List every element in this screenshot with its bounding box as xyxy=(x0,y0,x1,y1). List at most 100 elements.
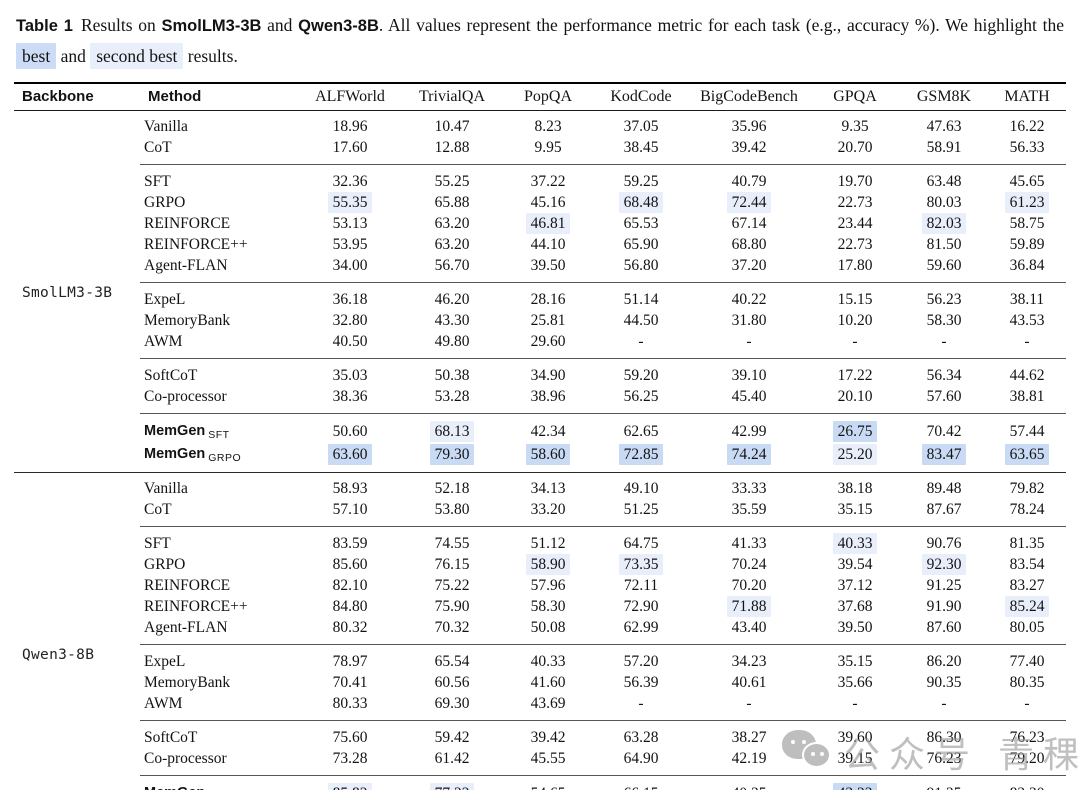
value-cell: 78.97 xyxy=(298,643,402,672)
table-row: AWM 40.50 49.80 29.60 - - - - - xyxy=(14,331,1066,359)
value-cell: 10.20 xyxy=(837,311,873,329)
value-cell: 45.65 xyxy=(988,163,1066,192)
value-cell: 85.60 xyxy=(332,555,368,573)
value-cell: 39.54 xyxy=(837,555,873,573)
value-cell: 53.95 xyxy=(332,235,368,253)
value-cell: 44.10 xyxy=(530,235,566,253)
value-cell: 43.69 xyxy=(530,694,566,712)
value-cell: 16.22 xyxy=(1009,117,1045,135)
method-label: REINFORCE xyxy=(144,576,231,594)
value-cell: 58.91 xyxy=(926,138,962,156)
value-cell: 49.80 xyxy=(434,332,470,350)
value-cell: 87.67 xyxy=(926,500,962,518)
table-row: ExpeL 36.18 46.20 28.16 51.14 40.22 15.15 56.23… xyxy=(14,281,1066,310)
value-cell: 66.15 xyxy=(594,774,688,790)
value-cell: 38.27 xyxy=(688,719,810,748)
value-cell: 82.03 xyxy=(900,212,988,234)
value-cell: 40.50 xyxy=(332,332,368,350)
value-cell: 83.27 xyxy=(1009,576,1045,594)
value-cell: - xyxy=(1024,694,1030,712)
method-label: SoftCoT xyxy=(140,357,298,386)
value-cell: 46.20 xyxy=(402,281,502,310)
value-cell: 44.50 xyxy=(623,311,659,329)
second-best-highlight: 55.35 xyxy=(327,191,373,213)
method-label: CoT xyxy=(144,500,172,518)
value-cell: 59.42 xyxy=(402,719,502,748)
memgen-label: MemGen xyxy=(144,422,206,439)
value-cell: 70.32 xyxy=(434,618,470,636)
value-cell: 20.70 xyxy=(837,138,873,156)
table-row: SFT 83.59 74.55 51.12 64.75 41.33 40.33 90.76 81… xyxy=(14,525,1066,554)
value-cell: 91.25 xyxy=(900,774,988,790)
value-cell: 86.30 xyxy=(900,719,988,748)
value-cell: 43.53 xyxy=(1009,311,1045,329)
value-cell: 58.30 xyxy=(530,597,566,615)
second-best-highlight: 25.20 xyxy=(832,443,878,465)
value-cell: 65.88 xyxy=(434,193,470,211)
caption-second-best-highlight: second best xyxy=(90,43,184,69)
value-cell: 75.60 xyxy=(298,719,402,748)
value-cell: 57.10 xyxy=(332,500,368,518)
value-cell: 76.23 xyxy=(988,719,1066,748)
method-label: MemoryBank xyxy=(144,311,231,329)
value-cell: 49.10 xyxy=(594,471,688,499)
value-cell: 39.42 xyxy=(731,138,767,156)
table-row: SmolLM3-3B Vanilla 18.96 10.47 8.23 37.05 35.9… xyxy=(14,110,1066,302)
value-cell: 40.33 xyxy=(502,643,594,672)
value-cell: 72.90 xyxy=(623,597,659,615)
value-cell: - xyxy=(941,332,947,350)
caption-text: results. xyxy=(187,46,238,66)
table-row: GRPO 85.60 76.15 58.90 73.35 70.24 39.54 92.30 8… xyxy=(14,553,1066,575)
value-cell: 56.80 xyxy=(623,256,659,274)
method-label: MemoryBank xyxy=(144,673,231,691)
header-row: Backbone Method ALFWorld TrivialQA PopQA… xyxy=(14,83,1066,111)
caption-model-1: SmolLM3-3B xyxy=(161,17,262,35)
value-cell: 86.20 xyxy=(900,643,988,672)
value-cell: 81.35 xyxy=(988,525,1066,554)
value-cell: 65.90 xyxy=(623,235,659,253)
second-best-highlight: 40.33 xyxy=(832,532,878,554)
value-cell: 35.96 xyxy=(731,117,767,135)
value-cell: 61.42 xyxy=(434,749,470,767)
value-cell: 80.35 xyxy=(1009,673,1045,691)
value-cell: 51.25 xyxy=(623,500,659,518)
method-label: Vanilla xyxy=(140,471,298,499)
second-best-highlight: 68.13 xyxy=(429,420,475,442)
value-cell: 37.22 xyxy=(502,163,594,192)
best-highlight: 63.60 xyxy=(327,443,373,465)
table-row: Agent-FLAN 80.32 70.32 50.08 62.99 43.40 39.50… xyxy=(14,617,1066,645)
table-row: MemGen SFT 50.60 68.13 42.34 62.65 42.99 26.75 7… xyxy=(14,412,1066,443)
value-cell: 76.15 xyxy=(434,555,470,573)
value-cell: 43.40 xyxy=(731,618,767,636)
value-cell: 63.65 xyxy=(988,443,1066,473)
value-cell: 55.35 xyxy=(298,191,402,213)
second-best-highlight: 73.35 xyxy=(618,553,664,575)
value-cell: 56.39 xyxy=(623,673,659,691)
value-cell: 45.55 xyxy=(530,749,566,767)
best-highlight: 83.47 xyxy=(921,443,967,465)
value-cell: 42.99 xyxy=(688,412,810,443)
value-cell: 39.50 xyxy=(530,256,566,274)
value-cell: 91.90 xyxy=(926,597,962,615)
method-label: Co-processor xyxy=(144,387,227,405)
value-cell: 25.20 xyxy=(810,443,900,473)
caption-model-2: Qwen3-8B xyxy=(298,17,379,35)
second-best-highlight: 71.88 xyxy=(726,595,772,617)
value-cell: 55.25 xyxy=(402,163,502,192)
value-cell: 76.23 xyxy=(926,749,962,767)
value-cell: - xyxy=(1024,332,1030,350)
column-header-popqa: PopQA xyxy=(502,83,594,111)
value-cell: 37.68 xyxy=(837,597,873,615)
value-cell: 75.90 xyxy=(434,597,470,615)
value-cell: 56.33 xyxy=(1009,138,1045,156)
value-cell: 8.23 xyxy=(534,117,562,135)
results-table-body: SmolLM3-3B Vanilla 18.96 10.47 8.23 37.05 35.9… xyxy=(14,110,1066,790)
value-cell: 58.75 xyxy=(1009,214,1045,232)
value-cell: 77.22 xyxy=(402,774,502,790)
value-cell: 85.24 xyxy=(988,595,1066,617)
second-best-highlight: 85.82 xyxy=(327,782,373,790)
value-cell: 40.33 xyxy=(810,525,900,554)
memgen-variant-subscript: SFT xyxy=(208,428,230,441)
value-cell: 70.24 xyxy=(731,555,767,573)
column-header-trivialqa: TrivialQA xyxy=(402,83,502,111)
